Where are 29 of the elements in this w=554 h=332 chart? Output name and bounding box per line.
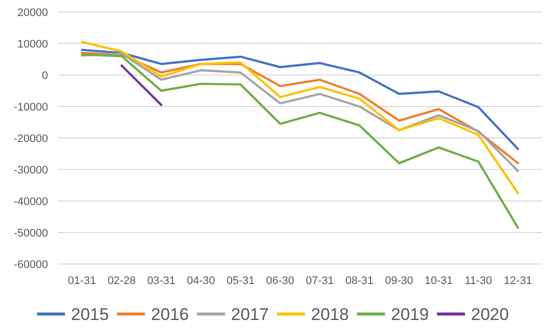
y-tick-label: -50000	[14, 227, 48, 240]
y-tick-label: -40000	[14, 196, 48, 208]
x-tick-label: 03-31	[147, 275, 176, 287]
y-tick-label: -30000	[14, 164, 48, 176]
legend-label: 2018	[311, 304, 349, 324]
x-tick-label: 07-31	[306, 275, 334, 287]
y-tick-label: -60000	[14, 258, 48, 271]
x-tick-label: 12-31	[504, 275, 532, 287]
x-tick-label: 02-28	[108, 275, 136, 287]
legend-label: 2015	[71, 304, 109, 324]
legend-label: 2020	[471, 304, 509, 324]
x-tick-label: 10-31	[424, 275, 453, 287]
legend-label: 2017	[231, 304, 269, 324]
x-tick-label: 08-31	[345, 275, 374, 287]
x-tick-label: 01-31	[68, 275, 96, 287]
y-tick-label: 20000	[17, 6, 48, 19]
y-tick-label: 0	[42, 70, 48, 82]
line-series	[80, 40, 520, 194]
x-tick-label: 04-30	[186, 275, 215, 287]
legend-label: 2019	[391, 304, 429, 324]
x-tick-label: 11-30	[464, 275, 492, 287]
x-tick-label: 06-30	[266, 275, 294, 287]
y-tick-label: -20000	[14, 132, 48, 145]
line-series	[80, 53, 520, 229]
x-tick-label: 09-30	[385, 275, 414, 287]
legend-label: 2016	[151, 304, 189, 324]
y-tick-label: 10000	[17, 38, 48, 50]
x-tick-label: 05-31	[226, 275, 255, 287]
y-tick-label: -10000	[14, 101, 48, 114]
